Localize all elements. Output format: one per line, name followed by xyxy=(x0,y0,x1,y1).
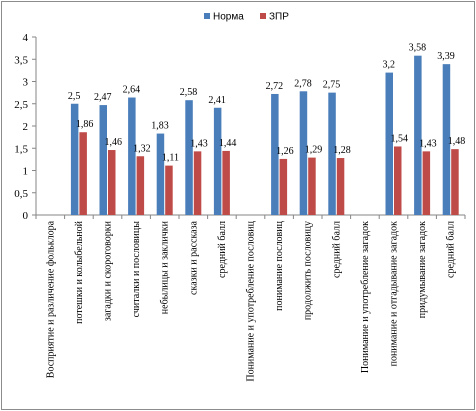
category-label: продолжить пословицу xyxy=(303,221,314,320)
bar-zpr xyxy=(136,156,145,215)
data-label-zpr: 1,29 xyxy=(305,145,323,156)
bar-norma xyxy=(442,64,451,216)
y-tick-label: 3,5 xyxy=(14,54,28,66)
bar-zpr xyxy=(394,146,402,215)
legend-label-norma: Норма xyxy=(213,12,244,23)
y-tick-label: 2,5 xyxy=(14,99,28,111)
data-label-zpr: 1,44 xyxy=(219,138,237,149)
legend-label-zpr: ЗПР xyxy=(269,12,289,23)
data-label-norma: 3,58 xyxy=(409,43,427,54)
data-label-norma: 2,58 xyxy=(180,87,198,98)
y-tick-label: 0,5 xyxy=(14,188,28,200)
category-label: средний балл xyxy=(446,221,457,278)
data-label-zpr: 1,28 xyxy=(333,145,351,156)
data-label-norma: 2,41 xyxy=(208,95,226,106)
data-label-zpr: 1,46 xyxy=(105,137,123,148)
category-label: считалки и пословицы xyxy=(131,221,142,318)
data-label-zpr: 1,11 xyxy=(162,153,179,164)
bar-norma xyxy=(414,55,422,215)
category-label: сказки и рассказа xyxy=(188,220,199,295)
bar-norma xyxy=(271,93,279,215)
data-label-norma: 3,2 xyxy=(383,60,396,71)
bar-zpr xyxy=(165,165,173,215)
bar-zpr xyxy=(79,132,87,215)
category-label: небылицы и заклички xyxy=(160,220,171,314)
category-label: загадки и скороговорки xyxy=(103,220,114,321)
category-label: Восприятие и различение фольклора xyxy=(45,220,56,378)
bar-zpr xyxy=(308,157,316,215)
category-label: Понимание и употребление пословиц xyxy=(246,220,257,381)
bar-norma xyxy=(328,92,336,215)
data-label-zpr: 1,48 xyxy=(448,136,466,147)
category-label: Понимание и употребление загадок xyxy=(360,221,371,373)
category-label: придумывание загадок xyxy=(417,221,428,318)
bar-norma xyxy=(128,97,136,215)
bar-zpr xyxy=(193,151,202,215)
category-label: понимание и отгадывание загадок xyxy=(389,221,400,367)
bar-norma xyxy=(70,103,79,215)
bar-norma xyxy=(185,100,193,215)
y-tick-label: 2 xyxy=(23,121,29,133)
bar-zpr xyxy=(108,150,116,215)
data-label-zpr: 1,32 xyxy=(133,143,151,154)
data-label-zpr: 1,54 xyxy=(391,133,409,144)
y-tick-label: 3 xyxy=(23,77,29,89)
y-tick-label: 4 xyxy=(23,32,29,44)
y-tick-label: 1,5 xyxy=(14,143,28,155)
bar-norma xyxy=(385,72,393,215)
category-label: понимание пословиц xyxy=(274,220,285,310)
data-label-norma: 2,64 xyxy=(123,85,141,96)
data-label-norma: 2,72 xyxy=(266,81,284,92)
bar-zpr xyxy=(222,150,230,215)
data-label-zpr: 1,43 xyxy=(190,138,208,149)
bar-norma xyxy=(213,107,222,215)
data-label-norma: 2,5 xyxy=(68,91,81,102)
category-label: потешки и колыбельной xyxy=(74,220,85,324)
legend-swatch-norma xyxy=(204,13,210,19)
data-label-norma: 2,75 xyxy=(323,80,341,91)
legend-swatch-zpr xyxy=(260,13,266,19)
data-label-norma: 2,78 xyxy=(294,78,312,89)
bar-zpr xyxy=(451,149,459,215)
category-label: средний балл xyxy=(331,221,342,278)
bar-norma xyxy=(99,105,107,215)
bar-zpr xyxy=(336,158,345,215)
bar-zpr xyxy=(422,151,431,215)
category-label: средний балл xyxy=(217,221,228,278)
data-label-norma: 1,83 xyxy=(151,121,169,132)
data-label-zpr: 1,86 xyxy=(76,119,94,130)
bar-norma xyxy=(299,91,308,215)
data-label-zpr: 1,43 xyxy=(419,138,437,149)
y-tick-label: 0 xyxy=(23,210,29,222)
bar-norma xyxy=(156,133,165,215)
data-label-norma: 3,39 xyxy=(437,51,455,62)
data-label-zpr: 1,26 xyxy=(276,146,294,157)
data-label-norma: 2,47 xyxy=(94,92,112,103)
bar-zpr xyxy=(279,158,288,215)
y-tick-label: 1 xyxy=(23,166,29,178)
